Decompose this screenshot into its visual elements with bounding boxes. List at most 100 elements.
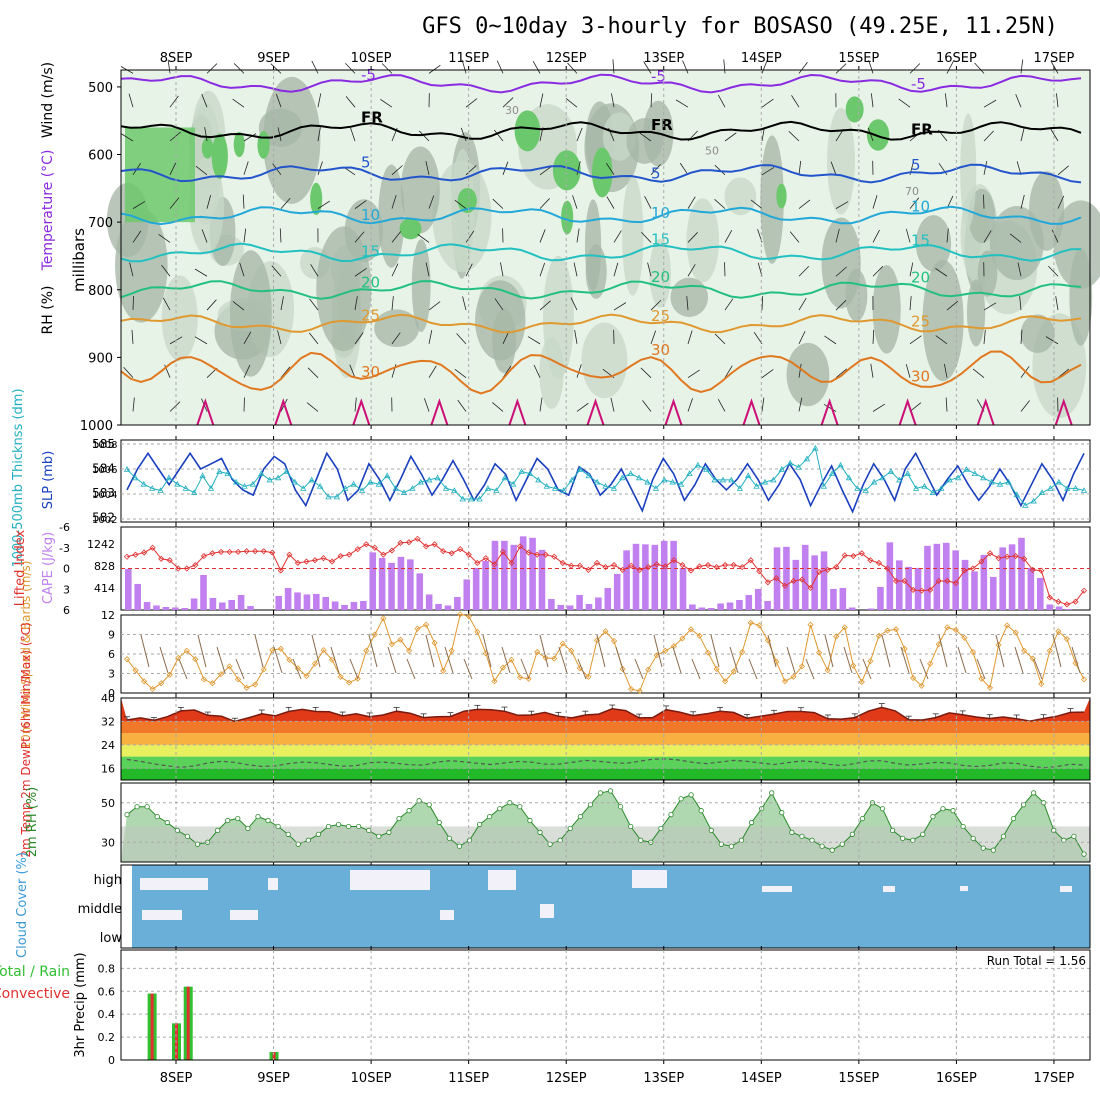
temp-band (121, 733, 1090, 745)
rh-point (961, 824, 965, 828)
thickness-line (127, 448, 1084, 505)
top-date-11SEP: 11SEP (448, 51, 489, 66)
cape-bar (689, 604, 696, 610)
cape-bar (247, 606, 254, 610)
cape-tick: 828 (94, 560, 115, 573)
cape-bar (332, 601, 339, 610)
rh-point (1082, 852, 1086, 856)
wind-axis-label: Wind (m/s) (40, 62, 56, 138)
rh-point (820, 844, 824, 848)
cape-bar (1037, 578, 1044, 610)
cape-bar (567, 605, 574, 610)
rh-shade (581, 322, 627, 398)
rh-point (236, 816, 240, 820)
rh-point (890, 828, 894, 832)
cape-bar (163, 607, 170, 610)
cape-bar (736, 600, 743, 610)
precip-axis-label: 3hr Precip (mm) (73, 952, 88, 1057)
cape-bar (990, 577, 997, 610)
rh-point (1031, 791, 1035, 795)
p-tick-label: 600 (88, 149, 113, 164)
surface-barb (540, 635, 548, 667)
bottom-date-15SEP: 15SEP (838, 1071, 879, 1086)
cape-bar (934, 544, 941, 610)
rh-point (226, 818, 230, 822)
rh-point (770, 791, 774, 795)
surface-barb (407, 659, 415, 679)
surface-barb (464, 659, 472, 679)
surface-barb (825, 635, 833, 667)
rh-point (356, 824, 360, 828)
top-date-16SEP: 16SEP (936, 51, 977, 66)
rh-point (1011, 816, 1015, 820)
bottom-date-11SEP: 11SEP (448, 1071, 489, 1086)
cloud-block (883, 886, 895, 892)
cape-bar (454, 597, 461, 610)
cape-bar (191, 598, 198, 610)
cape-bar (285, 588, 292, 610)
rh-point (346, 824, 350, 828)
cloud-block (762, 886, 792, 892)
rh-point (165, 820, 169, 824)
rh-point (155, 814, 159, 818)
rh-point (246, 826, 250, 830)
isotherm-label: 15 (911, 232, 930, 250)
cape-bar (764, 601, 771, 610)
rh-point (266, 818, 270, 822)
slp-tick-label: 1006 (92, 465, 117, 476)
isotherm-label: -5 (361, 66, 376, 84)
rh-point (125, 812, 129, 816)
run-total-label: Run Total = 1.56 (987, 954, 1086, 968)
isotherm-label: -5 (911, 75, 926, 93)
p8-frame (121, 950, 1090, 1060)
rh-point (215, 828, 219, 832)
cape-bar (125, 569, 132, 610)
wind-barb (724, 262, 725, 276)
rh-shade (822, 217, 861, 308)
rh-point (931, 814, 935, 818)
surface-barb (692, 659, 700, 679)
cape-bar (238, 595, 245, 610)
top-date-17SEP: 17SEP (1034, 51, 1075, 66)
rh-point (941, 806, 945, 810)
cape-bar (1056, 606, 1063, 610)
surface-barb (787, 647, 795, 673)
rh-point (749, 820, 753, 824)
rh-point (397, 816, 401, 820)
surface-barb (1034, 659, 1042, 679)
cape-bar (426, 594, 433, 610)
rh2m-axis-label: 2m RH (%) (25, 787, 40, 858)
cape-bar (840, 588, 847, 610)
rh-point (437, 820, 441, 824)
cape-tick: 414 (94, 582, 115, 595)
precip-tick: 0.6 (98, 985, 116, 998)
cloud-level-middle: middle (78, 902, 122, 917)
surface-barb (920, 659, 928, 679)
cape-bar (200, 575, 207, 610)
top-date-8SEP: 8SEP (160, 51, 193, 66)
li-tick: 3 (63, 583, 70, 596)
cape-bar (1018, 538, 1025, 610)
rh-point (669, 812, 673, 816)
rh-point (276, 824, 280, 828)
rh-point (477, 822, 481, 826)
bottom-date-10SEP: 10SEP (351, 1071, 392, 1086)
rh-green-shade (400, 218, 422, 239)
bottom-date-13SEP: 13SEP (643, 1071, 684, 1086)
isotherm-label: 25 (361, 306, 380, 324)
cloud-block (230, 910, 258, 920)
surface-barb (255, 635, 263, 667)
p-tick-label: 500 (88, 81, 113, 96)
cape-bar (981, 555, 988, 610)
rh-green-shade (234, 132, 245, 157)
cape-bar (398, 557, 405, 610)
cape-bar (576, 595, 583, 610)
isotherm-label: FR (651, 116, 673, 134)
rh-point (981, 846, 985, 850)
cape-bar (746, 595, 753, 610)
rh-point (951, 808, 955, 812)
cape-bar (793, 560, 800, 610)
rh-point (326, 824, 330, 828)
cloud-block (488, 870, 516, 890)
rh-green-shade (592, 147, 613, 197)
